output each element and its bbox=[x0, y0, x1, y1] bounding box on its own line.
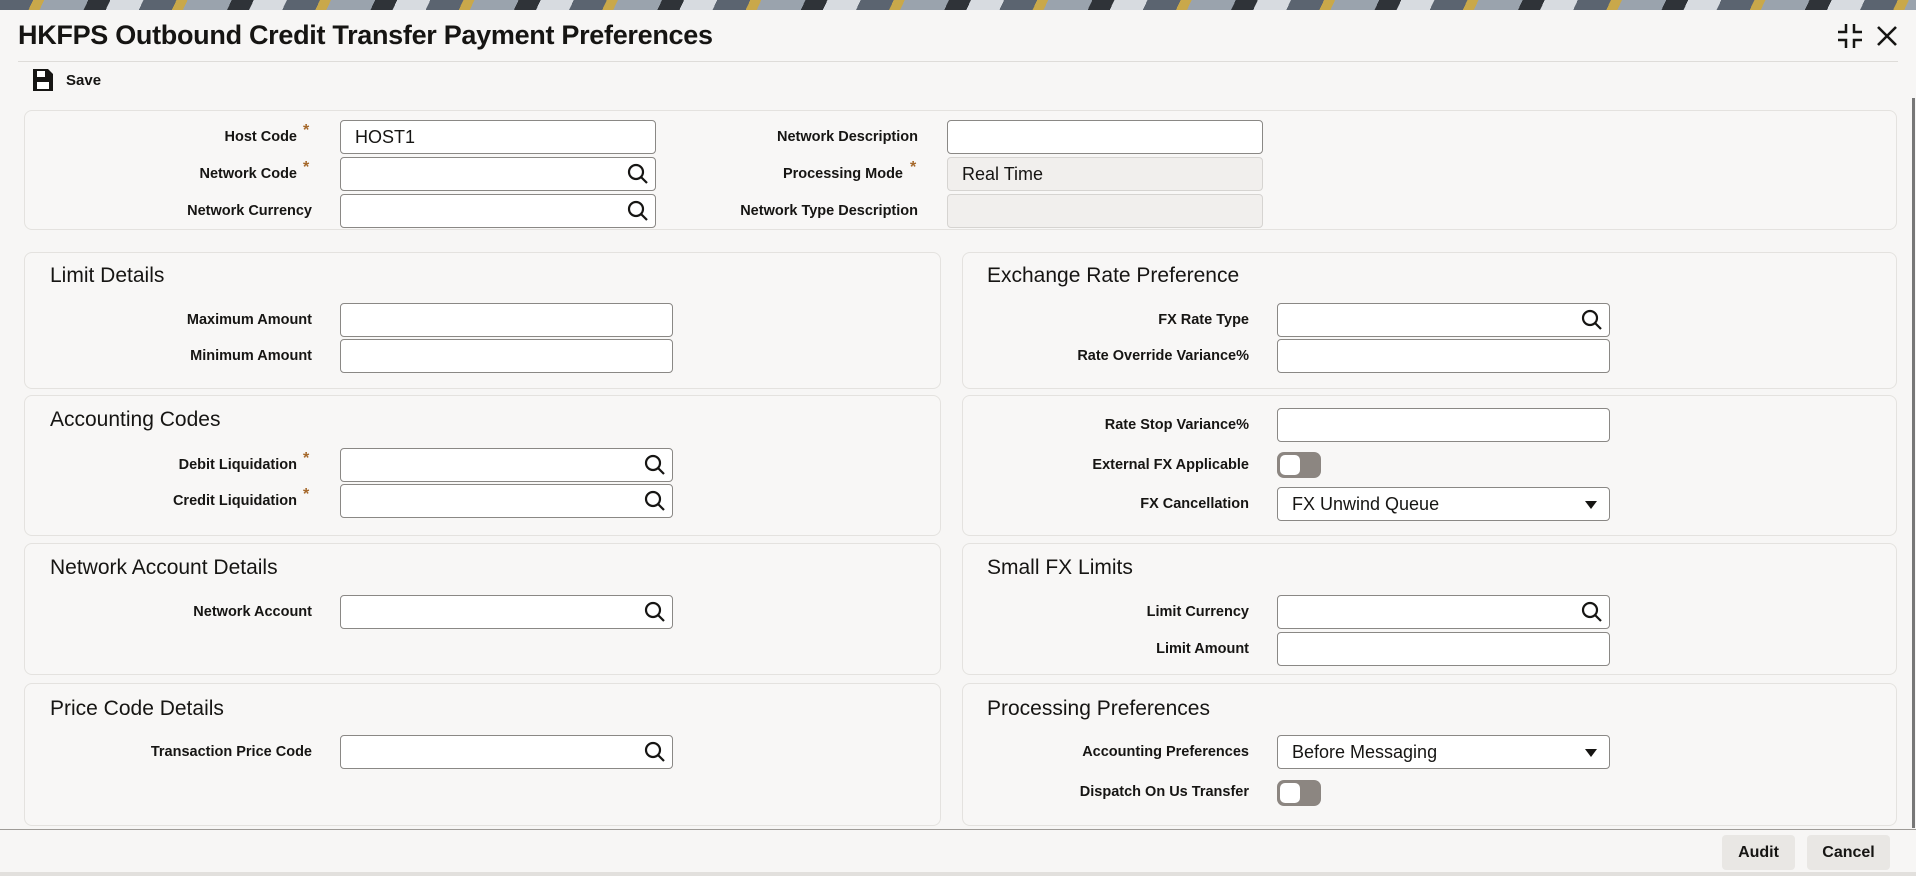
search-icon[interactable] bbox=[644, 454, 666, 476]
rate-override-variance-label: Rate Override Variance% bbox=[1077, 348, 1249, 364]
network-account-details-heading: Network Account Details bbox=[50, 556, 278, 579]
close-icon[interactable] bbox=[1874, 22, 1900, 57]
fx-rate-type-input[interactable] bbox=[1277, 303, 1610, 337]
save-icon bbox=[33, 69, 53, 91]
processing-mode-label: Processing Mode bbox=[782, 166, 903, 182]
maximum-amount-label: Maximum Amount bbox=[186, 312, 312, 328]
accounting-preferences-select[interactable]: Before Messaging bbox=[1277, 735, 1610, 769]
accounting-preferences-label: Accounting Preferences bbox=[1082, 744, 1249, 760]
limit-amount-input[interactable] bbox=[1277, 632, 1610, 666]
required-indicator: * bbox=[910, 159, 917, 176]
network-account-label: Network Account bbox=[193, 604, 312, 620]
rate-stop-variance-input[interactable] bbox=[1277, 408, 1610, 442]
network-description-label: Network Description bbox=[777, 129, 918, 145]
rate-override-variance-input[interactable] bbox=[1277, 339, 1610, 373]
external-fx-applicable-toggle[interactable] bbox=[1277, 452, 1321, 478]
processing-mode-input: Real Time bbox=[947, 157, 1263, 191]
required-indicator: * bbox=[303, 122, 310, 139]
network-currency-label: Network Currency bbox=[187, 203, 312, 219]
required-indicator: * bbox=[303, 486, 310, 503]
scrollbar[interactable] bbox=[1912, 98, 1915, 828]
save-label: Save bbox=[66, 71, 102, 89]
rate-stop-variance-label: Rate Stop Variance% bbox=[1104, 417, 1249, 433]
minimum-amount-input[interactable] bbox=[340, 339, 673, 373]
page-title: HKFPS Outbound Credit Transfer Payment P… bbox=[18, 20, 713, 50]
limit-currency-label: Limit Currency bbox=[1146, 604, 1249, 620]
footer-divider bbox=[0, 829, 1916, 830]
search-icon[interactable] bbox=[1581, 601, 1603, 623]
small-fx-limits-heading: Small FX Limits bbox=[987, 556, 1133, 579]
network-type-description-label: Network Type Description bbox=[740, 203, 918, 219]
dropdown-arrow-icon bbox=[1585, 749, 1597, 757]
network-type-description-input bbox=[947, 194, 1263, 228]
maximum-amount-input[interactable] bbox=[340, 303, 673, 337]
credit-liquidation-label: Credit Liquidation bbox=[172, 493, 297, 509]
debit-liquidation-label: Debit Liquidation bbox=[178, 457, 297, 473]
fx-cancellation-select[interactable]: FX Unwind Queue bbox=[1277, 487, 1610, 521]
required-indicator: * bbox=[303, 159, 310, 176]
save-button[interactable]: Save bbox=[32, 68, 101, 92]
host-code-label: Host Code bbox=[224, 129, 298, 145]
credit-liquidation-input[interactable] bbox=[340, 484, 673, 518]
minimum-amount-label: Minimum Amount bbox=[190, 348, 312, 364]
price-code-details-heading: Price Code Details bbox=[50, 697, 224, 720]
exchange-rate-preference-heading: Exchange Rate Preference bbox=[987, 264, 1240, 287]
search-icon[interactable] bbox=[644, 741, 666, 763]
audit-button[interactable]: Audit bbox=[1722, 835, 1795, 870]
search-icon[interactable] bbox=[627, 163, 649, 185]
network-code-input[interactable] bbox=[340, 157, 656, 191]
external-fx-applicable-label: External FX Applicable bbox=[1092, 457, 1249, 473]
dropdown-arrow-icon bbox=[1585, 501, 1597, 509]
search-icon[interactable] bbox=[1581, 309, 1603, 331]
limit-currency-input[interactable] bbox=[1277, 595, 1610, 629]
network-description-input[interactable] bbox=[947, 120, 1263, 154]
dispatch-on-us-transfer-label: Dispatch On Us Transfer bbox=[1079, 784, 1249, 800]
minimize-icon[interactable] bbox=[1836, 22, 1864, 57]
search-icon[interactable] bbox=[644, 601, 666, 623]
debit-liquidation-input[interactable] bbox=[340, 448, 673, 482]
network-account-input[interactable] bbox=[340, 595, 673, 629]
processing-preferences-heading: Processing Preferences bbox=[987, 697, 1210, 720]
fx-cancellation-label: FX Cancellation bbox=[1140, 496, 1249, 512]
network-currency-input[interactable] bbox=[340, 194, 656, 228]
search-icon[interactable] bbox=[644, 490, 666, 512]
limit-amount-label: Limit Amount bbox=[1156, 641, 1249, 657]
transaction-price-code-input[interactable] bbox=[340, 735, 673, 769]
network-code-label: Network Code bbox=[199, 166, 298, 182]
title-divider bbox=[18, 61, 1898, 62]
accounting-codes-heading: Accounting Codes bbox=[50, 408, 221, 431]
fx-rate-type-label: FX Rate Type bbox=[1158, 312, 1249, 328]
search-icon[interactable] bbox=[627, 200, 649, 222]
host-code-input[interactable]: HOST1 bbox=[340, 120, 656, 154]
transaction-price-code-label: Transaction Price Code bbox=[150, 744, 312, 760]
decorative-banner bbox=[0, 0, 1916, 10]
limit-details-heading: Limit Details bbox=[50, 264, 165, 287]
cancel-button[interactable]: Cancel bbox=[1807, 835, 1890, 870]
dispatch-on-us-transfer-toggle[interactable] bbox=[1277, 780, 1321, 806]
required-indicator: * bbox=[303, 450, 310, 467]
bottom-bar bbox=[0, 872, 1916, 876]
